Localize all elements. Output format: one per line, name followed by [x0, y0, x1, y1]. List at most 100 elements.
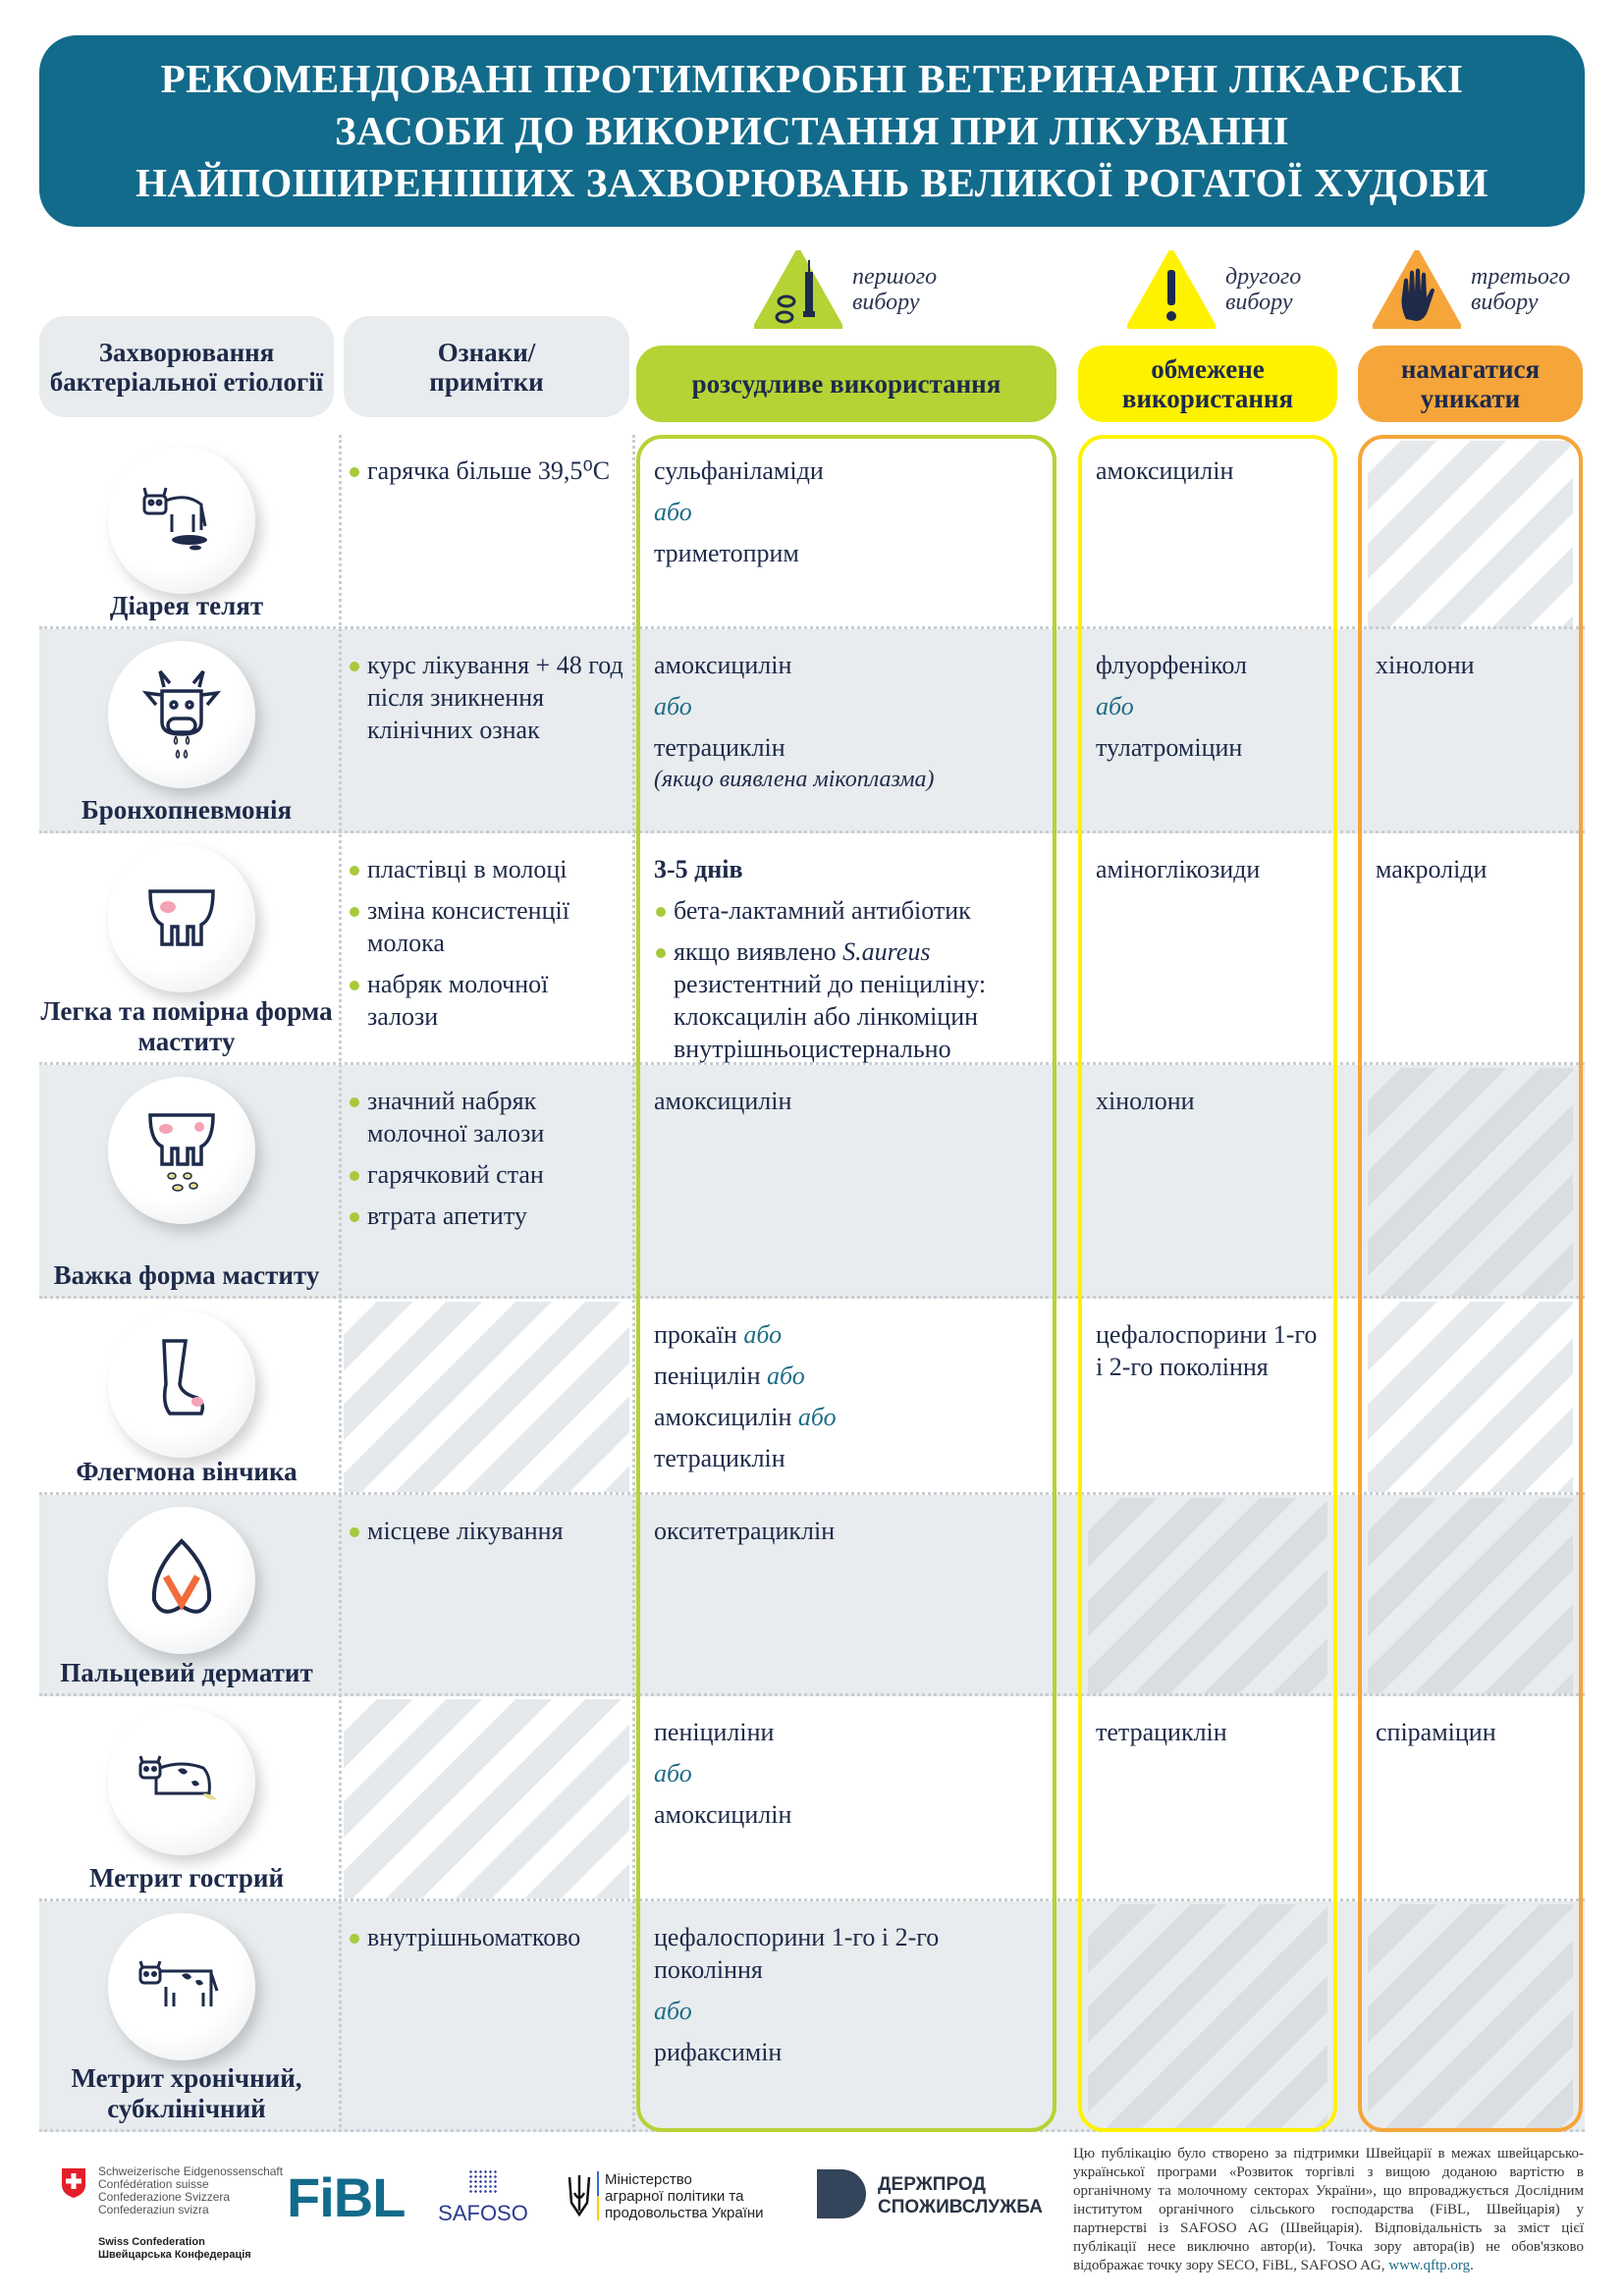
page-title: РЕКОМЕНДОВАНІ ПРОТИМІКРОБНІ ВЕТЕРИНАРНІ …: [135, 56, 1489, 205]
row-divider: [39, 830, 1585, 833]
disease-icon-badge: [108, 1913, 255, 2060]
header-third-choice: намагатися уникати: [1358, 346, 1583, 422]
item-text: гарячка більше 39,5⁰C: [367, 456, 611, 485]
drug-item: тетрациклін: [654, 1442, 1045, 1474]
first-cell: цефалоспорини 1-го і 2-го покоління або ри…: [654, 1921, 1045, 2077]
not-applicable-cell: [1368, 441, 1573, 629]
item-text: внутрішньоматково: [367, 1923, 581, 1951]
trident-icon: [568, 2175, 591, 2217]
not-applicable-cell: [1368, 1498, 1573, 1693]
drug-item: окситетрациклін: [654, 1515, 1045, 1547]
item-text: тулатроміцин: [1096, 733, 1243, 762]
not-applicable-cell: [1368, 1302, 1573, 1492]
item-text: 3-5 днів: [654, 855, 743, 883]
disease-name: Діарея телят: [109, 591, 264, 620]
drug-item: втрата апетиту: [348, 1200, 625, 1232]
item-text: пеніциліни: [654, 1718, 775, 1746]
disease-name: Пальцевий дерматит: [60, 1658, 313, 1687]
exclamation-warning-icon: [1127, 250, 1216, 329]
item-text: зміна консистенції молока: [367, 896, 569, 957]
item-text: триметоприм: [654, 539, 799, 567]
item-text: курс лікування + 48 год після зникнення …: [367, 651, 623, 744]
or-connector: або: [743, 1320, 783, 1349]
organism-name: S.aureus: [842, 937, 931, 966]
table-row: [39, 1901, 1585, 2132]
drug-item: сульфаніламіди: [654, 454, 1045, 487]
udder-severe-icon: [148, 1113, 215, 1192]
row-divider: [39, 626, 1585, 629]
table-row: [39, 833, 1585, 1065]
third-cell: спіраміцин: [1376, 1716, 1571, 1757]
drug-item: гарячка більше 39,5⁰C: [348, 454, 625, 487]
qftp-link[interactable]: www.qftp.org: [1388, 2258, 1471, 2273]
item-text: цефалоспорини 1-го і 2-го покоління: [654, 1923, 940, 1984]
drug-item: хінолони: [1376, 649, 1571, 681]
first-cell: амоксицилін: [654, 1085, 1045, 1126]
first-cell: окситетрациклін: [654, 1515, 1045, 1556]
header-second-choice: обмежене використання: [1078, 346, 1337, 422]
table-row: [39, 1696, 1585, 1901]
drug-item: місцеве лікування: [348, 1515, 625, 1547]
item-text: спіраміцин: [1376, 1718, 1496, 1746]
item-text-rest: резистентний до пеніциліну: клоксацилін …: [674, 970, 987, 1063]
cow-leg-icon: [162, 1339, 205, 1415]
table-row: [39, 1065, 1585, 1299]
footer-disclaimer: Цю публікацію було створено за підтримки…: [1073, 2146, 1584, 2273]
drug-item: набряк молочної залози: [348, 968, 625, 1033]
disease-icon-badge: [108, 845, 255, 992]
disease-icon-badge: [108, 1708, 255, 1855]
signs-cell: значний набряк молочної залози гарячковий…: [348, 1085, 625, 1241]
item-text: пеніцилін: [654, 1362, 761, 1390]
item-text: або: [654, 692, 692, 721]
row-divider: [39, 1062, 1585, 1065]
item-text: хінолони: [1096, 1087, 1195, 1115]
item-text: або: [654, 1997, 692, 2025]
disease-icon-badge: [108, 1077, 255, 1224]
fibl-logo: FiBL: [287, 2166, 406, 2228]
or-connector: або: [797, 1403, 837, 1431]
item-text: втрата апетиту: [367, 1201, 527, 1230]
row-divider: [39, 1898, 1585, 1901]
safoso-dots-icon: [468, 2169, 498, 2195]
column-divider: [339, 435, 342, 2132]
item-text: прокаїн: [654, 1320, 737, 1349]
item-text: окситетрациклін: [654, 1517, 836, 1545]
first-choice-marker: першого вибору: [754, 250, 950, 329]
item-text: бета-лактамний антибіотик: [674, 896, 971, 925]
disease-name: Флегмона вінчика: [76, 1457, 298, 1486]
drug-item: пеніциліни: [654, 1716, 1045, 1748]
drug-item: цефалоспорини 1-го і 2-го покоління: [1096, 1318, 1326, 1383]
or-connector: або: [654, 690, 1045, 722]
signs-cell: гарячка більше 39,5⁰C: [348, 454, 625, 496]
calf-diarrhea-icon: [142, 487, 207, 551]
cow-standing-icon: [138, 1960, 219, 2006]
item-text: тетрациклін: [1096, 1718, 1227, 1746]
item-text: макроліди: [1376, 855, 1488, 883]
signs-cell: курс лікування + 48 год після зникнення …: [348, 649, 625, 755]
item-text: флуорфенікол: [1096, 651, 1247, 679]
row-divider: [39, 1492, 1585, 1495]
first-cell: 3-5 днів бета-лактамний антибіотик якщо ви…: [654, 853, 1045, 1074]
not-applicable-cell: [1368, 1904, 1573, 2129]
second-cell: флуорфенікол або тулатроміцин: [1096, 649, 1326, 773]
or-connector: або: [767, 1362, 805, 1390]
table-row: [39, 629, 1585, 833]
disease-name: Бронхопневмонія: [81, 795, 293, 825]
drug-item: значний набряк молочної залози: [348, 1085, 625, 1149]
disease-name: Важка форма маститу: [53, 1260, 320, 1290]
not-applicable-cell: [1088, 1904, 1327, 2129]
hoof-icon: [151, 1538, 212, 1614]
drug-item: амоксицилін: [1096, 454, 1326, 487]
item-text: амоксицилін: [654, 1087, 792, 1115]
drug-item: тетрациклін (якщо виявлена мікоплазма): [654, 731, 1045, 796]
item-text: амоксицилін: [654, 1800, 792, 1829]
not-applicable-cell: [344, 1302, 629, 1492]
or-connector: або: [654, 496, 1045, 528]
item-text: значний набряк молочної залози: [367, 1087, 545, 1148]
second-cell: аміноглікозиди: [1096, 853, 1326, 894]
or-connector: або: [654, 1757, 1045, 1789]
safoso-logo: SAFOSO: [434, 2169, 532, 2226]
drug-item: якщо виявлено S.aureus резистентний до п…: [654, 935, 1045, 1065]
drug-item: внутрішньоматково: [348, 1921, 625, 1953]
table-row: [39, 1495, 1585, 1696]
